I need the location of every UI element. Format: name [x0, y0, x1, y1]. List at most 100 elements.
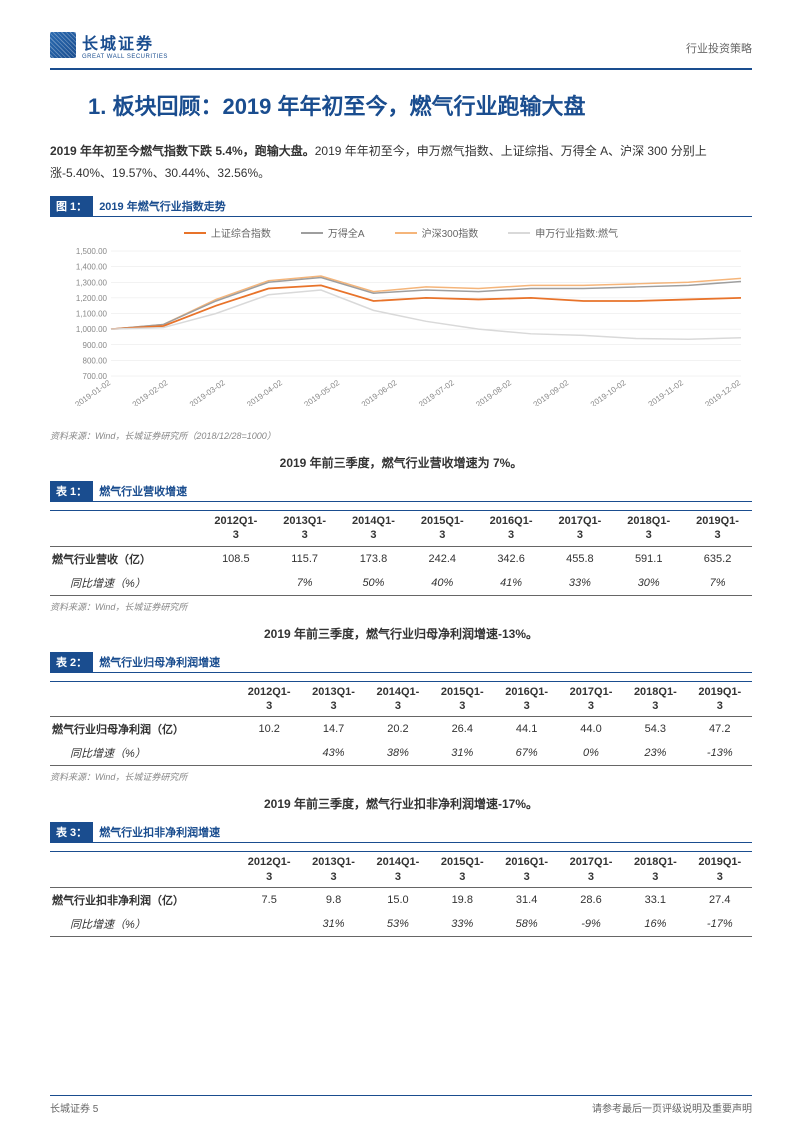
table-header-cell: 2016Q1-3	[477, 511, 546, 547]
table-cell: 15.0	[366, 887, 430, 912]
table-cell: 50%	[339, 571, 408, 596]
table-header-cell	[50, 852, 237, 888]
chart-source: 资料来源：Wind，长城证券研究所（2018/12/28=1000）	[50, 429, 752, 442]
table-cell: -9%	[559, 912, 623, 937]
table-cell	[237, 741, 301, 766]
table-cell: 38%	[366, 741, 430, 766]
table-header-cell: 2015Q1-3	[430, 681, 494, 717]
table-cell: 635.2	[683, 546, 752, 571]
legend-label: 沪深300指数	[422, 225, 479, 240]
table-1-source: 资料来源：Wind，长城证券研究所	[50, 600, 752, 613]
revenue-table: 2012Q1-32013Q1-32014Q1-32015Q1-32016Q1-3…	[50, 510, 752, 596]
table-cell	[237, 912, 301, 937]
table-growth-label: 同比增速（%）	[50, 912, 237, 937]
table-cell: 33%	[430, 912, 494, 937]
page-footer: 长城证券 5 请参考最后一页评级说明及重要声明	[50, 1095, 752, 1115]
legend-swatch	[301, 232, 323, 234]
table-header-cell: 2017Q1-3	[559, 681, 623, 717]
table-header-cell: 2017Q1-3	[545, 511, 614, 547]
table-row-label: 燃气行业营收（亿）	[50, 546, 201, 571]
table-header-cell	[50, 681, 237, 717]
table-cell: 9.8	[301, 887, 365, 912]
table-cell: 14.7	[301, 717, 365, 742]
figure-1-title: 图 1： 2019 年燃气行业指数走势	[50, 196, 752, 217]
logo-text-en: GREAT WALL SECURITIES	[82, 54, 168, 60]
table-row-label: 燃气行业扣非净利润（亿）	[50, 887, 237, 912]
table-cell: 30%	[614, 571, 683, 596]
table-cell: 242.4	[408, 546, 477, 571]
exprofit-heading: 2019 年前三季度，燃气行业扣非净利润增速-17%。	[50, 795, 752, 812]
table-cell: 44.1	[494, 717, 558, 742]
svg-text:1,300.00: 1,300.00	[76, 278, 108, 287]
table-cell: 58%	[494, 912, 558, 937]
svg-text:2019-01-02: 2019-01-02	[73, 378, 112, 406]
table-caption: 燃气行业扣非净利润增速	[93, 822, 226, 842]
svg-text:2019-08-02: 2019-08-02	[474, 378, 513, 406]
table-cell: 7%	[683, 571, 752, 596]
intro-bold: 2019 年年初至今燃气指数下跌 5.4%，跑输大盘。	[50, 144, 315, 158]
svg-text:1,400.00: 1,400.00	[76, 263, 108, 272]
line-chart: 1,500.001,400.001,300.001,200.001,100.00…	[50, 246, 752, 406]
svg-text:2019-12-02: 2019-12-02	[703, 378, 742, 406]
table-tag: 表 1：	[50, 481, 93, 501]
svg-text:2019-06-02: 2019-06-02	[360, 378, 399, 406]
legend-label: 万得全A	[328, 225, 365, 240]
logo-text-cn: 长城证券	[82, 30, 168, 54]
table-header-cell: 2017Q1-3	[559, 852, 623, 888]
svg-text:2019-11-02: 2019-11-02	[647, 378, 686, 406]
table-caption: 燃气行业营收增速	[93, 481, 193, 501]
table-cell: 47.2	[688, 717, 752, 742]
table-3-title: 表 3： 燃气行业扣非净利润增速	[50, 822, 752, 843]
figure-tag: 图 1：	[50, 196, 93, 216]
table-cell: 26.4	[430, 717, 494, 742]
table-header-cell: 2016Q1-3	[494, 681, 558, 717]
svg-text:2019-07-02: 2019-07-02	[417, 378, 456, 406]
svg-text:2019-09-02: 2019-09-02	[532, 378, 571, 406]
table-cell: 342.6	[477, 546, 546, 571]
table-cell: 27.4	[688, 887, 752, 912]
table-growth-label: 同比增速（%）	[50, 741, 237, 766]
svg-text:2019-05-02: 2019-05-02	[303, 378, 342, 406]
table-cell: 16%	[623, 912, 687, 937]
table-header-cell: 2014Q1-3	[339, 511, 408, 547]
figure-caption: 2019 年燃气行业指数走势	[93, 196, 232, 216]
table-cell: -13%	[688, 741, 752, 766]
table-cell: 33.1	[623, 887, 687, 912]
table-cell: 7.5	[237, 887, 301, 912]
table-cell: 31.4	[494, 887, 558, 912]
intro-paragraph: 2019 年年初至今燃气指数下跌 5.4%，跑输大盘。2019 年年初至今，申万…	[50, 141, 752, 184]
table-cell: 20.2	[366, 717, 430, 742]
chart-container: 上证综合指数万得全A沪深300指数申万行业指数:燃气 1,500.001,400…	[50, 225, 752, 425]
legend-swatch	[395, 232, 417, 234]
svg-text:2019-02-02: 2019-02-02	[131, 378, 170, 406]
table-header-cell: 2013Q1-3	[270, 511, 339, 547]
table-header-cell: 2018Q1-3	[614, 511, 683, 547]
table-cell: 455.8	[545, 546, 614, 571]
svg-text:1,500.00: 1,500.00	[76, 247, 108, 256]
table-cell: 53%	[366, 912, 430, 937]
table-cell: -17%	[688, 912, 752, 937]
netprofit-heading: 2019 年前三季度，燃气行业归母净利润增速-13%。	[50, 625, 752, 642]
svg-text:1,200.00: 1,200.00	[76, 294, 108, 303]
legend-item: 沪深300指数	[395, 225, 479, 240]
table-cell: 28.6	[559, 887, 623, 912]
table-cell: 19.8	[430, 887, 494, 912]
header-category: 行业投资策略	[686, 40, 752, 56]
table-header-cell: 2014Q1-3	[366, 681, 430, 717]
legend-item: 申万行业指数:燃气	[508, 225, 618, 240]
table-cell: 40%	[408, 571, 477, 596]
table-header-cell: 2012Q1-3	[237, 852, 301, 888]
footer-left: 长城证券 5	[50, 1100, 98, 1115]
table-1-title: 表 1： 燃气行业营收增速	[50, 481, 752, 502]
svg-text:900.00: 900.00	[83, 341, 108, 350]
netprofit-table: 2012Q1-32013Q1-32014Q1-32015Q1-32016Q1-3…	[50, 681, 752, 767]
table-growth-label: 同比增速（%）	[50, 571, 201, 596]
table-cell: 31%	[301, 912, 365, 937]
table-cell: 173.8	[339, 546, 408, 571]
section-heading: 1. 板块回顾：2019 年年初至今，燃气行业跑输大盘	[50, 90, 752, 123]
logo-icon	[50, 32, 76, 58]
table-header-cell: 2019Q1-3	[683, 511, 752, 547]
table-tag: 表 3：	[50, 822, 93, 842]
table-tag: 表 2：	[50, 652, 93, 672]
table-cell: 43%	[301, 741, 365, 766]
